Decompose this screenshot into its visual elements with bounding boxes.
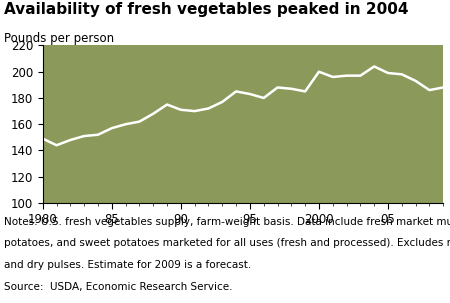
Text: Availability of fresh vegetables peaked in 2004: Availability of fresh vegetables peaked … bbox=[4, 2, 409, 17]
Text: potatoes, and sweet potatoes marketed for all uses (fresh and processed). Exclud: potatoes, and sweet potatoes marketed fo… bbox=[4, 238, 450, 248]
Text: Notes: U.S. fresh vegetables supply, farm-weight basis. Data include fresh marke: Notes: U.S. fresh vegetables supply, far… bbox=[4, 217, 450, 227]
Text: Pounds per person: Pounds per person bbox=[4, 32, 115, 45]
Text: and dry pulses. Estimate for 2009 is a forecast.: and dry pulses. Estimate for 2009 is a f… bbox=[4, 260, 252, 270]
Text: Source:  USDA, Economic Research Service.: Source: USDA, Economic Research Service. bbox=[4, 282, 233, 292]
